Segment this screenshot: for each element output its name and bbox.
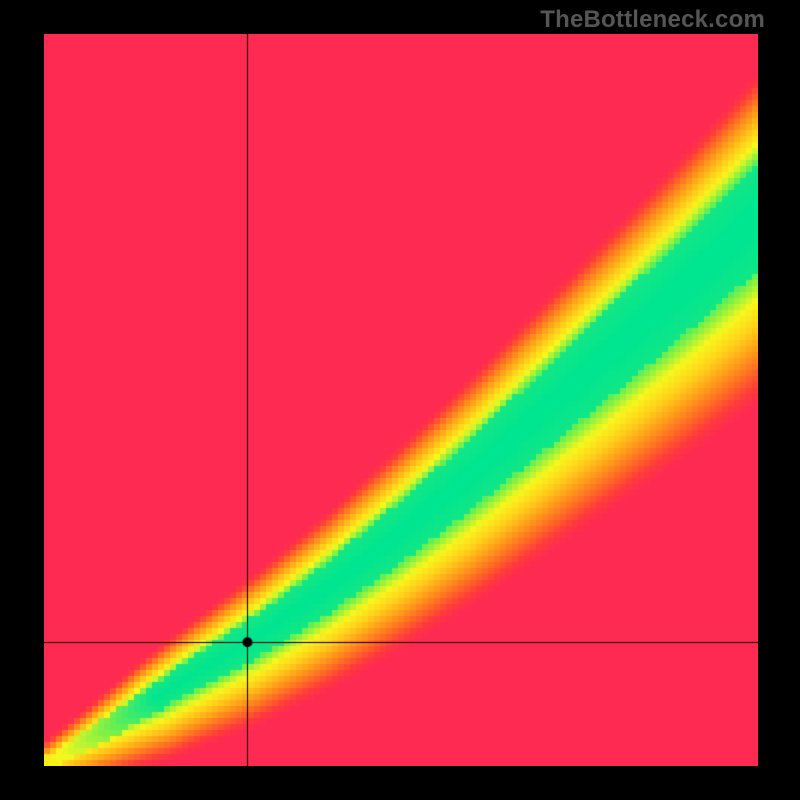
page-root: TheBottleneck.com bbox=[0, 0, 800, 800]
bottleneck-heatmap bbox=[44, 34, 758, 766]
watermark-text: TheBottleneck.com bbox=[540, 6, 765, 34]
